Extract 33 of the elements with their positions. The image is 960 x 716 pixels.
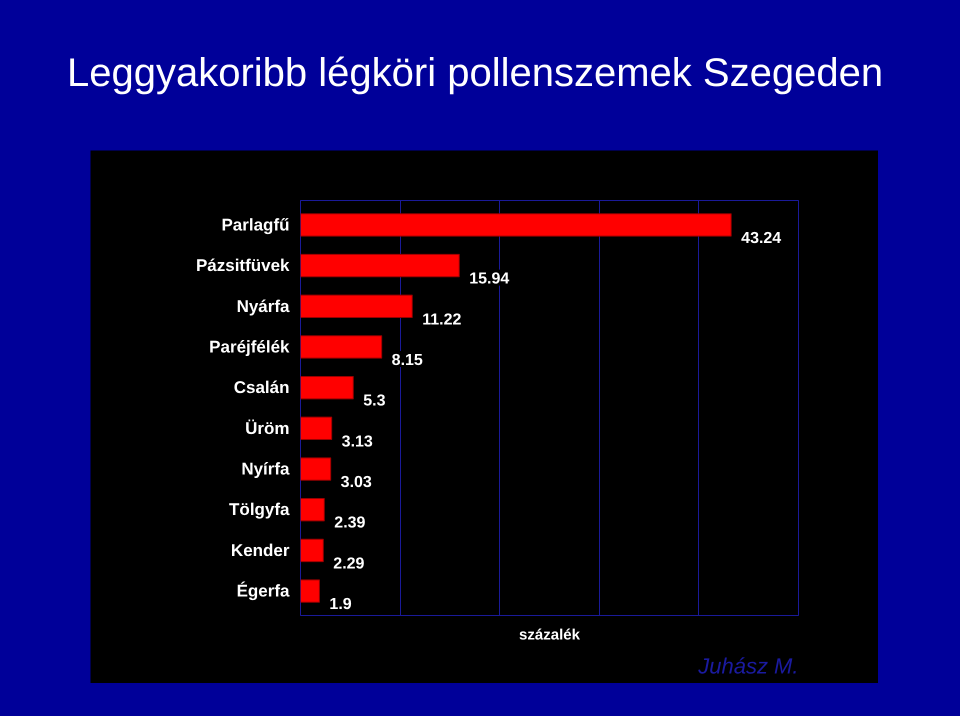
y-tick-label: Nyírfa xyxy=(241,460,290,479)
y-tick-label: Pázsitfüvek xyxy=(196,256,290,276)
bar xyxy=(300,376,354,400)
y-tick-label: Tölgyfa xyxy=(229,500,290,520)
chart-title: Leggyakoribb légköri pollenszemek Szegeden xyxy=(67,50,884,97)
data-label: 8.15 xyxy=(392,352,423,369)
x-axis-title: százalék xyxy=(519,626,581,644)
bar xyxy=(300,457,332,481)
y-tick-label: Paréjfélék xyxy=(209,337,290,356)
bar xyxy=(300,294,413,318)
y-tick-label: Nyárfa xyxy=(236,296,290,316)
y-tick-label: Parlagfű xyxy=(221,215,290,234)
bar xyxy=(300,538,324,562)
data-label: 15.94 xyxy=(469,270,510,288)
data-label: 3.13 xyxy=(342,433,373,450)
data-label: 11.22 xyxy=(422,311,462,328)
data-label: 2.39 xyxy=(334,514,366,532)
bar xyxy=(300,254,460,278)
data-label: 2.29 xyxy=(333,555,365,572)
data-label: 1.9 xyxy=(329,596,352,614)
data-label: 43.24 xyxy=(741,230,782,247)
bar xyxy=(300,213,732,237)
bar xyxy=(300,416,332,440)
data-label: 3.03 xyxy=(340,474,372,492)
y-tick-label: Égerfa xyxy=(236,580,290,601)
bar xyxy=(300,335,382,359)
bar xyxy=(300,579,320,603)
y-tick-label: Csalán xyxy=(234,378,290,398)
data-label: 5.3 xyxy=(363,392,386,410)
y-tick-label: Kender xyxy=(230,540,290,560)
text: Juhász M. xyxy=(697,654,799,678)
bar xyxy=(300,498,325,522)
y-tick-label: Üröm xyxy=(245,418,290,438)
